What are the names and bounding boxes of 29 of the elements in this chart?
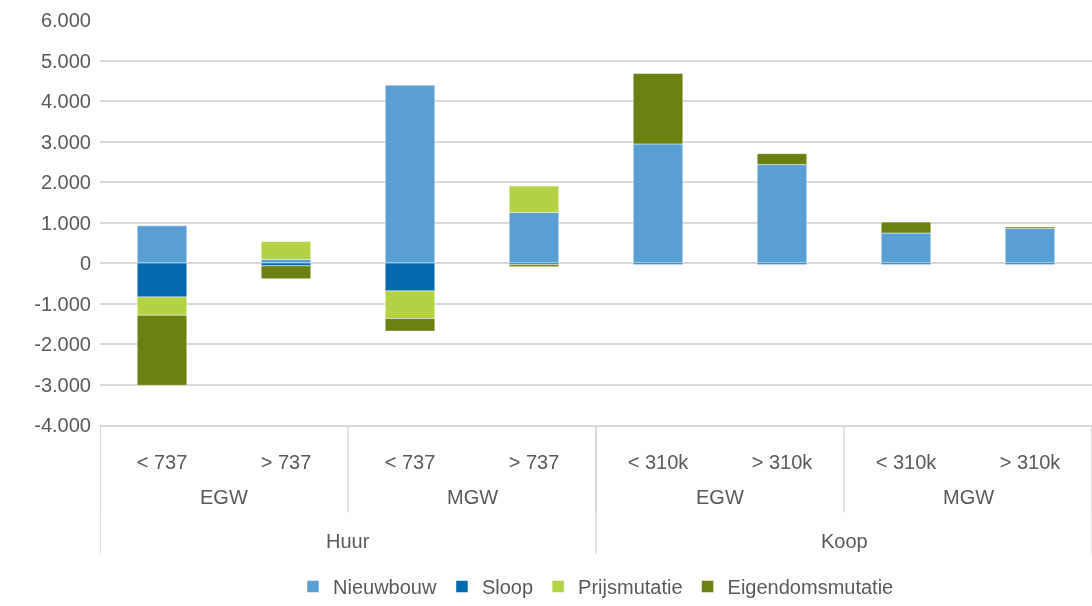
x-tick-label: < 310k [627, 450, 690, 473]
text: MGW [943, 486, 995, 508]
x-tick-label: < 310k [875, 450, 938, 473]
legend-label: Nieuwbouw [333, 576, 437, 599]
x-tick-label: < 737 [136, 450, 188, 473]
y-tick-label: 1.000 [40, 211, 91, 234]
y-tick-label: -1.000 [34, 292, 91, 315]
text: EGW [200, 486, 248, 508]
legend-label: Sloop [481, 576, 534, 599]
x-tick-label: > 737 [260, 450, 312, 473]
text: Huur [326, 530, 370, 552]
y-tick-label: 6.000 [40, 9, 91, 31]
text: MGW [447, 486, 499, 508]
y-tick-label: 2.000 [40, 171, 91, 193]
legend-label: Prijsmutatie [578, 576, 683, 599]
x-tick-label: > 310k [999, 450, 1062, 473]
y-tick-label: 5.000 [40, 49, 91, 72]
y-tick-label: 0 [79, 252, 91, 274]
x-tick-label: > 310k [751, 450, 814, 473]
y-tick-label: -4.000 [34, 414, 91, 436]
x-tick-label: > 737 [508, 450, 560, 473]
x-tick-label: < 737 [384, 450, 436, 473]
y-tick-label: -3.000 [34, 373, 91, 396]
text: Koop [821, 530, 868, 552]
y-tick-label: 4.000 [40, 90, 91, 112]
y-tick-label: -2.000 [34, 333, 91, 355]
legend-label: Eigendomsmutatie [727, 576, 894, 599]
y-tick-label: 3.000 [40, 130, 91, 153]
text: EGW [696, 486, 744, 508]
